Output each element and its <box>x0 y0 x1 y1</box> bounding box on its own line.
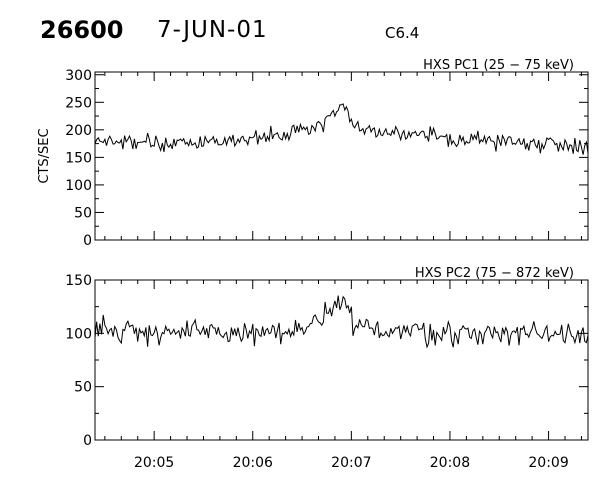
y-tick-label: 200 <box>65 123 92 139</box>
y-tick-label: 250 <box>65 95 92 111</box>
event-id: 26600 <box>40 16 124 44</box>
y-axis-label: CTS/SEC <box>37 128 52 183</box>
y-tick-label: 50 <box>74 205 92 221</box>
chart-panel-2: 0 50 100 150 20:05 20:06 20:07 20:08 20:09 HXS PC… <box>65 266 589 471</box>
x-tick-label: 20:06 <box>233 455 273 471</box>
panel-title: HXS PC2 (75 − 872 keV) <box>415 266 574 281</box>
flare-class: C6.4 <box>385 24 420 42</box>
y-tick-label: 100 <box>65 178 92 194</box>
series-line <box>94 295 589 349</box>
series-line <box>94 103 589 155</box>
x-tick-label: 20:09 <box>528 455 568 471</box>
plot-frame <box>94 71 589 241</box>
y-tick-label: 0 <box>83 233 92 249</box>
event-date: 7-JUN-01 <box>157 17 268 43</box>
y-tick-label: 0 <box>83 433 92 449</box>
x-tick-label: 20:05 <box>134 455 174 471</box>
y-tick-label: 100 <box>65 326 92 342</box>
y-tick-label: 50 <box>74 380 92 396</box>
y-tick-label: 150 <box>65 150 92 166</box>
y-tick-label: 150 <box>65 273 92 289</box>
y-tick-label: 300 <box>65 68 92 84</box>
panel-title: HXS PC1 (25 − 75 keV) <box>423 58 574 73</box>
chart-panel-1: 0 50 100 150 200 250 300 HXS PC1 (25 − 75 keV) C… <box>37 58 589 249</box>
x-tick-label: 20:07 <box>331 455 371 471</box>
x-tick-label: 20:08 <box>430 455 470 471</box>
